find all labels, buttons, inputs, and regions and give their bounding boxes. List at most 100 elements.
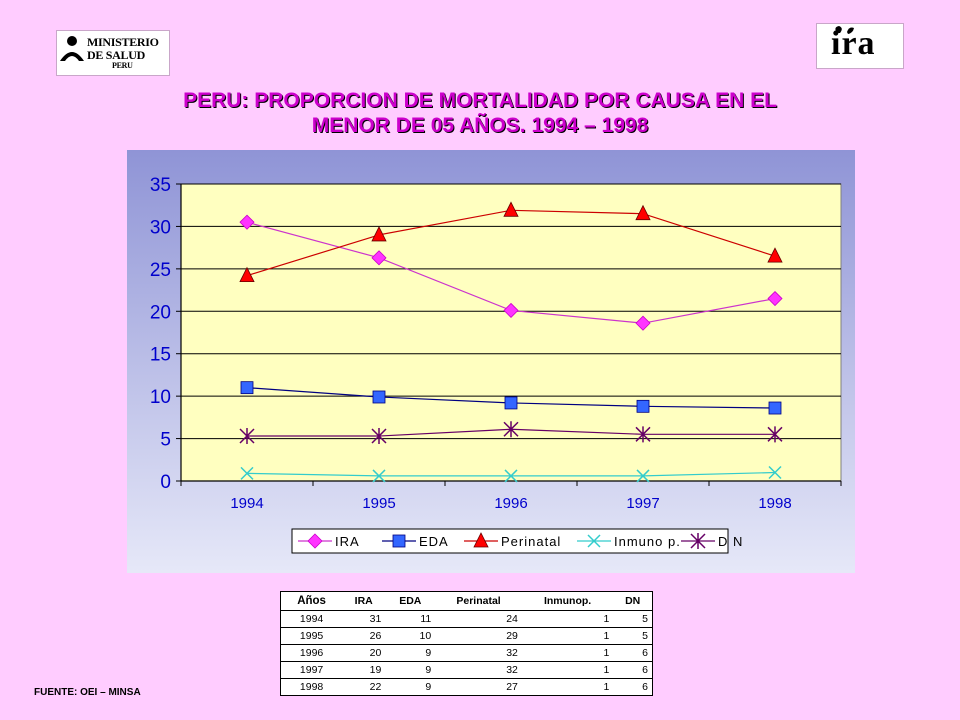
table-cell-inmunop: 1 bbox=[521, 610, 614, 628]
table-cell-year: 1996 bbox=[280, 644, 343, 662]
table-cell-eda: 9 bbox=[385, 661, 436, 679]
table-cell-perinatal: 29 bbox=[435, 627, 522, 645]
legend-box bbox=[291, 528, 729, 554]
table-cell-year: 1995 bbox=[280, 627, 343, 645]
table-cell-ira: 19 bbox=[342, 661, 386, 679]
legend-label-inmuno-p: Inmuno p. bbox=[614, 534, 681, 549]
table-body: 1994 31 11 24 1 5 1995 26 10 29 1 5 1996 20 9 32 1 6 1997 1… bbox=[280, 610, 653, 696]
title-line-2: MENOR DE 05 AÑOS. 1994 – 1998 bbox=[311, 114, 649, 137]
point-perinatal bbox=[767, 247, 783, 263]
legend-marker-ira bbox=[307, 533, 323, 549]
table-cell-inmunop: 1 bbox=[521, 661, 614, 679]
point-perinatal bbox=[371, 226, 387, 242]
x-tick-label: 1995 bbox=[362, 495, 395, 512]
table-cell-ira: 20 bbox=[342, 644, 386, 662]
table-cell-year: 1997 bbox=[280, 661, 343, 679]
point-ira bbox=[239, 214, 255, 230]
logo-line-1: MINISTERIO bbox=[87, 35, 159, 49]
point-inmuno-p bbox=[504, 469, 518, 483]
point-ira bbox=[767, 290, 783, 307]
table-cell-perinatal: 32 bbox=[435, 644, 522, 662]
y-tick-label: 25 bbox=[150, 260, 171, 281]
table-cell-perinatal: 27 bbox=[435, 678, 522, 696]
table-row: 1996 20 9 32 1 6 bbox=[280, 644, 653, 662]
table-cell-eda: 10 bbox=[385, 627, 436, 645]
logo-line-3: PERU bbox=[112, 61, 133, 70]
point-ira bbox=[503, 302, 519, 319]
chart-svg: 0 5 10 15 20 25 30 35 1994 1995 1996 1997 1998 IRA EDA… bbox=[127, 150, 855, 573]
table-cell-dn: 5 bbox=[613, 627, 653, 645]
data-table: Años IRA EDA Perinatal Inmunop. DN 1994 3… bbox=[280, 591, 653, 696]
table-cell-dn: 6 bbox=[613, 661, 653, 679]
point-perinatal bbox=[503, 201, 519, 217]
minsa-logo: MINISTERIO DE SALUD PERU bbox=[56, 30, 170, 76]
mortality-chart: 0 5 10 15 20 25 30 35 1994 1995 1996 1997 1998 IRA EDA… bbox=[127, 150, 855, 573]
point-eda bbox=[504, 396, 518, 410]
point-perinatal bbox=[239, 266, 255, 283]
x-tick-label: 1997 bbox=[626, 495, 659, 512]
y-tick-label: 0 bbox=[160, 472, 171, 493]
point-d-n bbox=[239, 428, 255, 445]
point-ira bbox=[635, 315, 651, 331]
x-tick-label: 1998 bbox=[758, 495, 791, 512]
y-tick-label: 20 bbox=[150, 302, 171, 323]
legend-marker-inmuno-p bbox=[587, 534, 601, 548]
point-eda bbox=[240, 381, 254, 395]
table-cell-dn: 6 bbox=[613, 644, 653, 662]
y-tick-label: 5 bbox=[160, 430, 171, 451]
legend-marker-d-n bbox=[690, 533, 706, 549]
point-perinatal bbox=[635, 204, 651, 221]
point-eda bbox=[636, 399, 650, 413]
y-tick-label: 35 bbox=[150, 175, 171, 196]
table-cell-dn: 5 bbox=[613, 610, 653, 628]
table-cell-eda: 11 bbox=[385, 610, 436, 628]
col-header-perinatal: Perinatal bbox=[435, 591, 522, 611]
table-cell-ira: 26 bbox=[342, 627, 386, 645]
table-cell-year: 1994 bbox=[280, 610, 343, 628]
legend-label-ira: IRA bbox=[335, 534, 360, 549]
ira-logo: ira bbox=[816, 23, 904, 69]
point-inmuno-p bbox=[240, 466, 254, 480]
table-cell-year: 1998 bbox=[280, 678, 343, 696]
point-d-n bbox=[371, 428, 387, 445]
legend-marker-perinatal bbox=[473, 532, 489, 548]
point-d-n bbox=[503, 421, 519, 438]
legend-label-eda: EDA bbox=[419, 534, 449, 549]
point-eda bbox=[372, 390, 386, 404]
page-title: PERU: PROPORCION DE MORTALIDAD POR CAUSA… bbox=[100, 88, 860, 138]
table-cell-inmunop: 1 bbox=[521, 678, 614, 696]
table-cell-eda: 9 bbox=[385, 644, 436, 662]
lungs-icon bbox=[835, 26, 854, 34]
legend-label-perinatal: Perinatal bbox=[501, 534, 561, 549]
source-note: FUENTE: OEI – MINSA bbox=[34, 687, 141, 698]
legend-marker-eda bbox=[392, 534, 406, 548]
point-inmuno-p bbox=[372, 469, 386, 483]
table-cell-perinatal: 24 bbox=[435, 610, 522, 628]
title-line-1: PERU: PROPORCION DE MORTALIDAD POR CAUSA… bbox=[183, 89, 777, 112]
table-row: 1997 19 9 32 1 6 bbox=[280, 661, 653, 679]
col-header-eda: EDA bbox=[385, 591, 436, 611]
table-row: 1994 31 11 24 1 5 bbox=[280, 610, 653, 628]
table-cell-perinatal: 32 bbox=[435, 661, 522, 679]
table-cell-ira: 22 bbox=[342, 678, 386, 696]
y-tick-label: 15 bbox=[150, 345, 171, 366]
ira-logo-text: ira bbox=[831, 25, 876, 62]
table-cell-eda: 9 bbox=[385, 678, 436, 696]
table-cell-ira: 31 bbox=[342, 610, 386, 628]
legend-label-d-n: D N bbox=[718, 534, 743, 549]
point-d-n bbox=[767, 426, 783, 443]
point-ira bbox=[371, 250, 387, 266]
table-header-row: Años IRA EDA Perinatal Inmunop. DN bbox=[280, 591, 653, 611]
point-inmuno-p bbox=[768, 465, 782, 480]
people-silhouette-icon bbox=[60, 36, 84, 61]
point-d-n bbox=[635, 426, 651, 443]
table-cell-inmunop: 1 bbox=[521, 644, 614, 662]
table-cell-dn: 6 bbox=[613, 678, 653, 696]
point-inmuno-p bbox=[636, 469, 650, 483]
col-header-dn: DN bbox=[613, 591, 653, 611]
table-row: 1998 22 9 27 1 6 bbox=[280, 678, 653, 696]
logo-line-2: DE SALUD bbox=[87, 48, 145, 62]
x-tick-label: 1994 bbox=[230, 495, 263, 512]
x-tick-label: 1996 bbox=[494, 495, 527, 512]
col-header-ira: IRA bbox=[342, 591, 386, 611]
